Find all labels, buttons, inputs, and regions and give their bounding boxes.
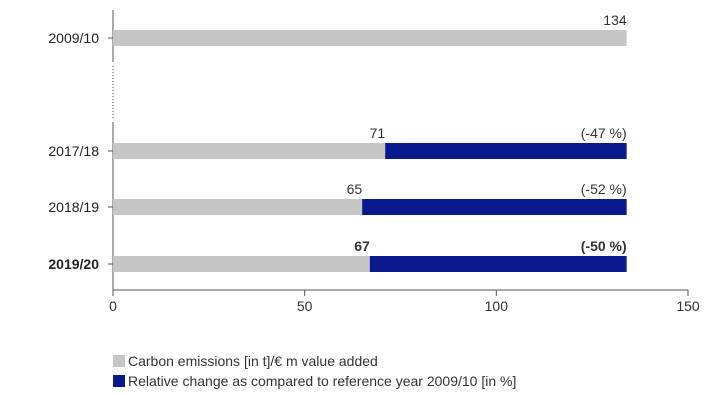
data-label-relative-change: (-50 %)	[581, 238, 627, 254]
bar-relative-change	[385, 143, 627, 159]
data-label-emissions: 67	[354, 238, 370, 254]
legend-label-emissions: Carbon emissions [in t]/€ m value added	[128, 353, 378, 369]
category-label: 2019/20	[48, 256, 99, 272]
x-tick-label: 150	[676, 298, 700, 314]
data-label-relative-change: (-52 %)	[581, 181, 627, 197]
data-label-emissions: 65	[347, 181, 363, 197]
legend-swatch-emissions	[113, 355, 125, 367]
x-tick-label: 100	[485, 298, 509, 314]
data-label-relative-change: (-47 %)	[581, 125, 627, 141]
category-label: 2018/19	[48, 199, 99, 215]
data-label-emissions: 71	[370, 125, 386, 141]
category-label: 2009/10	[48, 30, 99, 46]
bar-relative-change	[362, 199, 627, 215]
bar-emissions	[113, 30, 627, 46]
legend-swatch-relative-change	[113, 375, 125, 387]
legend-item-relative-change: Relative change as compared to reference…	[113, 373, 516, 389]
data-label-emissions: 134	[603, 12, 627, 28]
category-label: 2017/18	[48, 143, 99, 159]
legend-item-emissions: Carbon emissions [in t]/€ m value added	[113, 353, 378, 369]
bar-emissions	[113, 199, 363, 215]
x-tick-label: 0	[109, 298, 117, 314]
legend-label-relative-change: Relative change as compared to reference…	[128, 373, 517, 389]
x-tick-label: 50	[297, 298, 313, 314]
bar-emissions	[113, 256, 370, 272]
bar-emissions	[113, 143, 386, 159]
bar-relative-change	[369, 256, 627, 272]
